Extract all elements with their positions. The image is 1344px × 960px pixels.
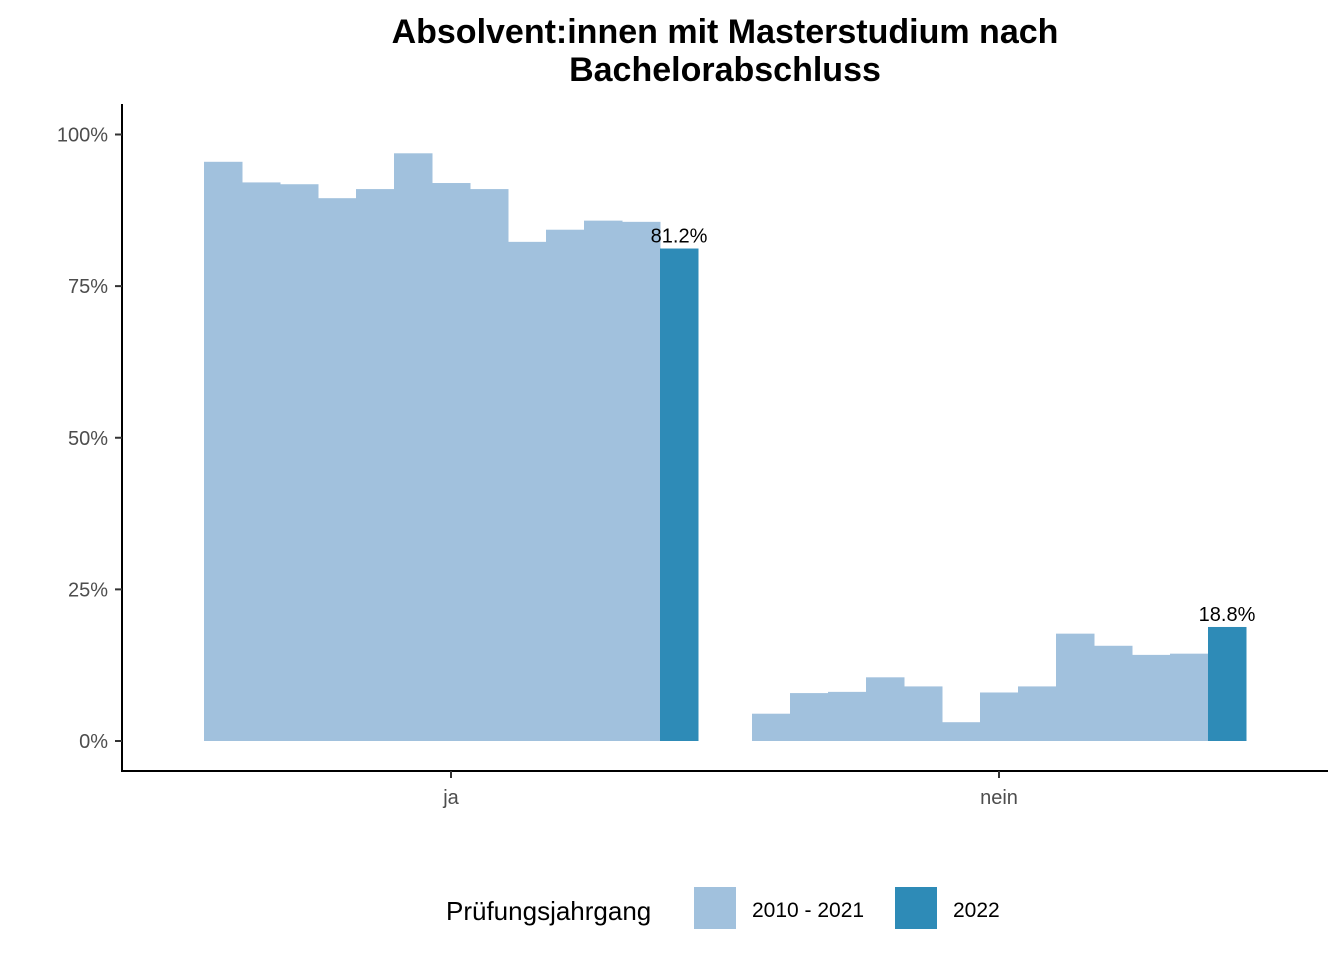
bar-nein-7 — [980, 692, 1019, 741]
bar-ja-11 — [584, 220, 623, 742]
legend-title: Prüfungsjahrgang — [446, 896, 651, 926]
bar-nein-2 — [790, 693, 829, 741]
bar-nein-5 — [904, 686, 943, 741]
bar-ja-2 — [242, 182, 281, 741]
bar-ja-8 — [470, 189, 509, 741]
bar-nein-13 — [1208, 626, 1247, 741]
bar-ja-1 — [204, 161, 243, 742]
bar-nein-10 — [1094, 645, 1133, 741]
y-tick-label-1: 25% — [68, 579, 108, 601]
bar-nein-8 — [1018, 686, 1057, 741]
legend-swatch-2022 — [895, 887, 937, 929]
bar-ja-12 — [622, 221, 661, 741]
bar-ja-5 — [356, 189, 395, 741]
bar-nein-3 — [828, 691, 867, 741]
legend: Prüfungsjahrgang 2010 - 2021 2022 — [446, 887, 1000, 929]
bar-nein-9 — [1056, 633, 1095, 741]
x-axis: ja nein — [442, 771, 1018, 809]
bar-ja-9 — [508, 241, 547, 741]
data-label-ja: 81.2% — [651, 226, 708, 248]
chart-title-line-2: Bachelorabschluss — [569, 51, 881, 89]
x-tick-label-nein: nein — [980, 787, 1018, 809]
y-tick-label-4: 100% — [57, 125, 108, 147]
bar-ja-10 — [546, 229, 585, 741]
bar-nein-11 — [1132, 654, 1171, 741]
bar-ja-7 — [432, 183, 471, 741]
data-label-nein: 18.8% — [1199, 604, 1256, 626]
bar-ja-4 — [318, 198, 357, 741]
legend-label-2022: 2022 — [953, 899, 1000, 922]
bar-nein-12 — [1170, 653, 1209, 741]
bar-nein-4 — [866, 677, 905, 741]
y-tick-label-0: 0% — [79, 731, 108, 753]
y-tick-label-3: 75% — [68, 276, 108, 298]
data-labels-layer: 81.2% 18.8% — [651, 226, 1256, 626]
y-axis: 0% 25% 50% 75% 100% — [57, 125, 122, 753]
bars-layer — [204, 153, 1247, 742]
legend-label-2010-2021: 2010 - 2021 — [752, 899, 864, 922]
y-tick-label-2: 50% — [68, 428, 108, 450]
chart-title-line-1: Absolvent:innen mit Masterstudium nach — [392, 13, 1059, 51]
bar-nein-1 — [752, 713, 791, 741]
bar-ja-6 — [394, 153, 433, 741]
bar-ja-3 — [280, 184, 319, 741]
bar-ja-13 — [660, 248, 699, 741]
x-tick-label-ja: ja — [442, 787, 459, 809]
bar-nein-6 — [942, 722, 981, 741]
legend-swatch-2010-2021 — [694, 887, 736, 929]
